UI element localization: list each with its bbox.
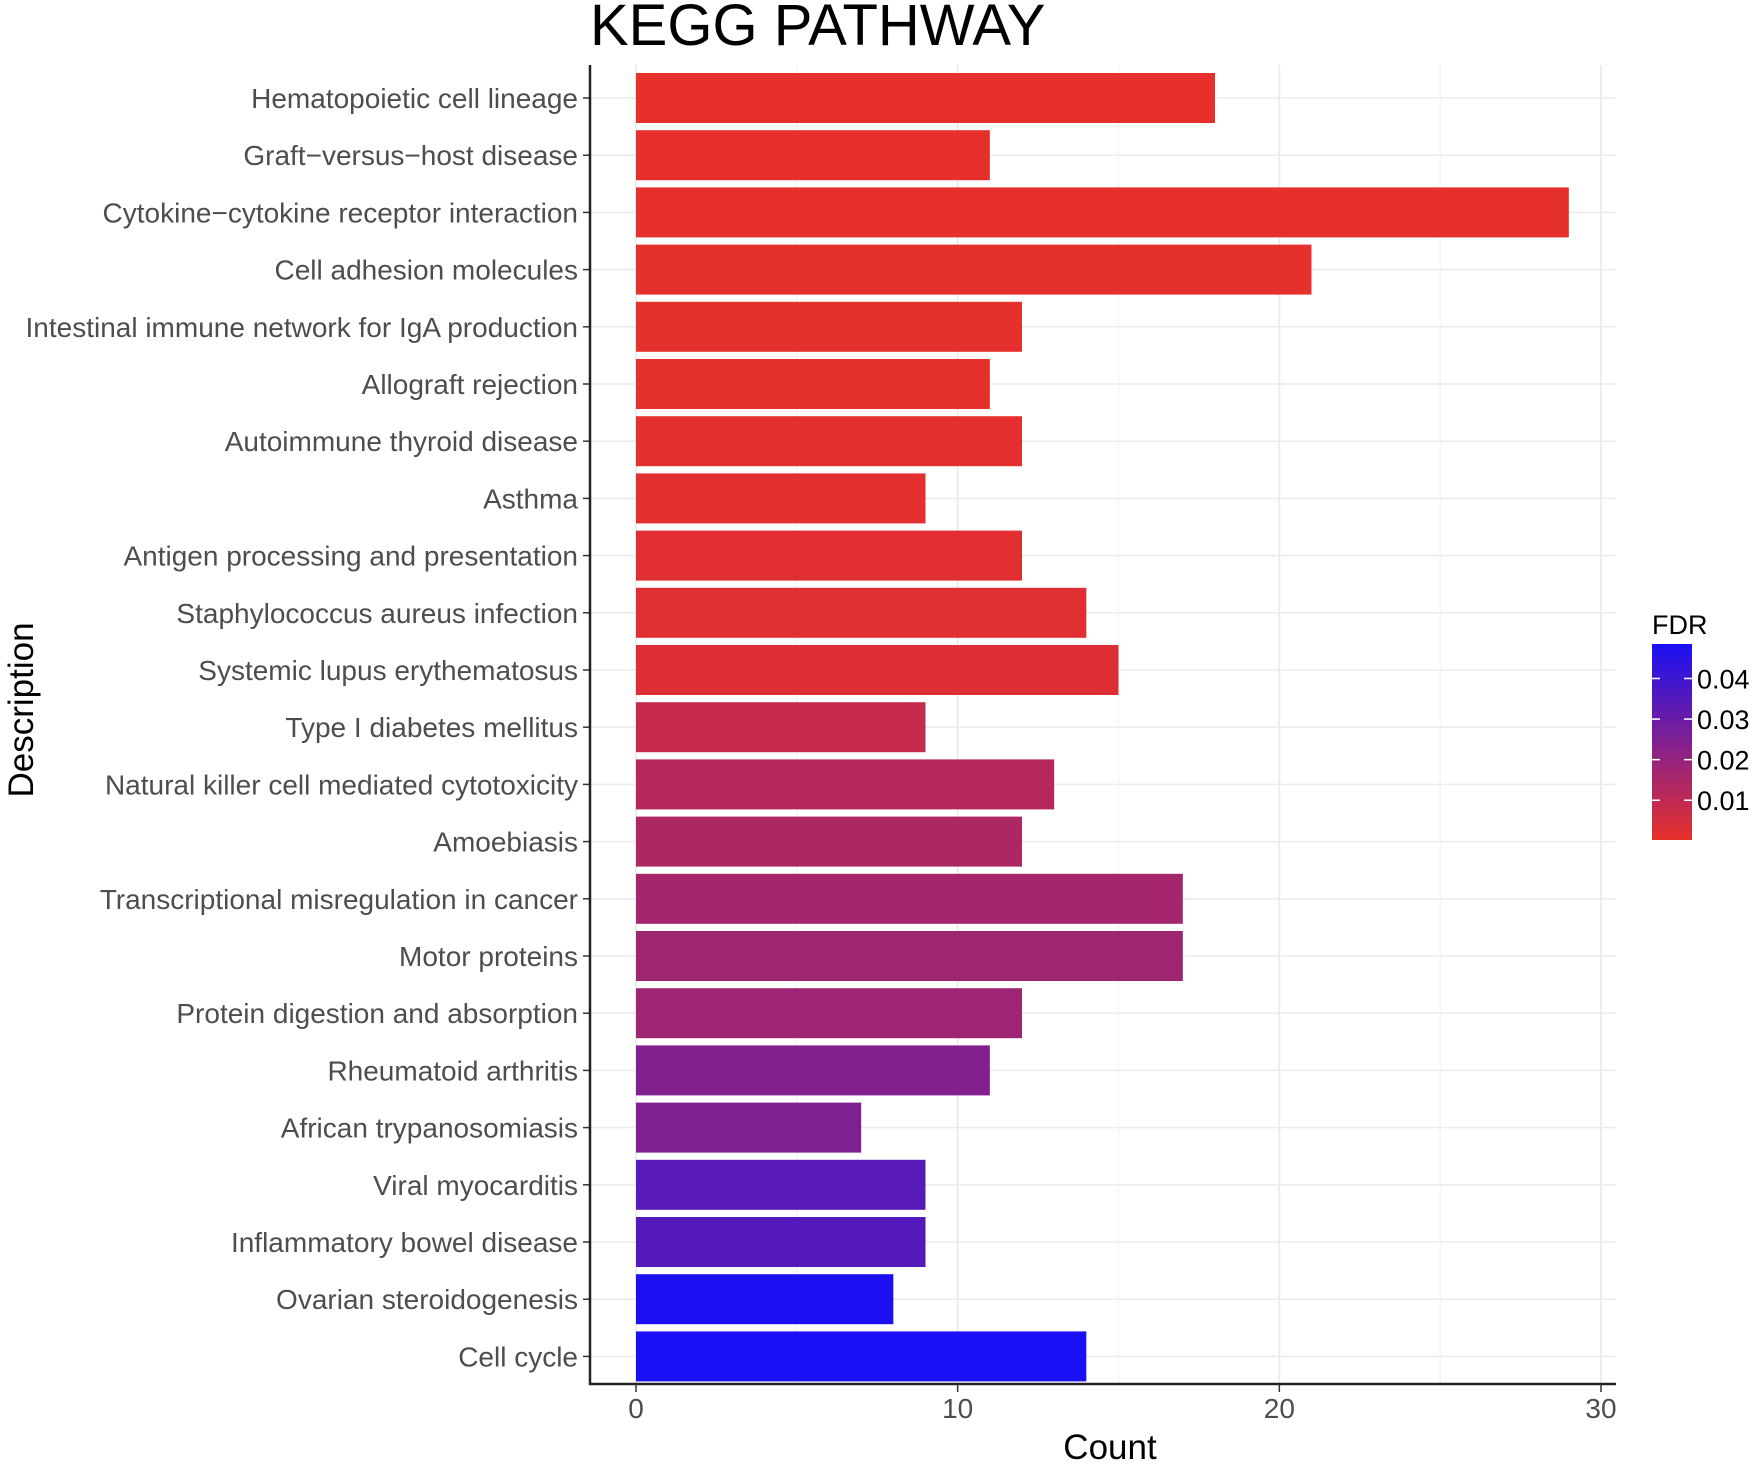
category-label: Ovarian steroidogenesis <box>276 1284 578 1315</box>
bar <box>636 645 1119 695</box>
category-label: Hematopoietic cell lineage <box>251 83 578 114</box>
category-label: Cell adhesion molecules <box>274 255 578 286</box>
bar <box>636 873 1183 924</box>
x-axis-title: Count <box>1063 1428 1157 1465</box>
bar <box>636 587 1087 638</box>
x-tick-label: 20 <box>1264 1393 1295 1424</box>
category-label: Graft−versus−host disease <box>243 140 578 171</box>
category-label: Antigen processing and presentation <box>123 541 578 572</box>
bar <box>636 530 1022 581</box>
legend-tick-label: 0.04 <box>1697 664 1750 694</box>
legend-tick-label: 0.02 <box>1697 746 1750 776</box>
bar <box>636 1159 926 1210</box>
category-labels: Hematopoietic cell lineage Graft−versus−h… <box>25 83 590 1372</box>
bar <box>636 1045 990 1096</box>
bar <box>636 702 926 753</box>
bar <box>636 1102 862 1153</box>
bar <box>636 301 1022 352</box>
bar <box>636 416 1022 467</box>
bar <box>636 1217 926 1267</box>
x-tick-label: 30 <box>1585 1393 1616 1424</box>
category-label: Transcriptional misregulation in cancer <box>100 884 578 915</box>
category-label: Allograft rejection <box>362 369 578 400</box>
category-label: African trypanosomiasis <box>281 1113 578 1144</box>
bar <box>636 1331 1087 1382</box>
category-label: Cytokine−cytokine receptor interaction <box>103 197 578 228</box>
x-axis-ticks: 0 10 20 30 <box>628 1384 1617 1424</box>
category-label: Protein digestion and absorption <box>176 998 578 1029</box>
bar <box>636 473 926 524</box>
category-label: Cell cycle <box>458 1341 578 1372</box>
category-label: Systemic lupus erythematosus <box>198 655 578 686</box>
bars <box>636 73 1569 1382</box>
legend-title: FDR <box>1652 610 1708 640</box>
bar <box>636 244 1312 295</box>
category-label: Amoebiasis <box>433 827 578 858</box>
category-label: Rheumatoid arthritis <box>327 1055 578 1086</box>
legend-tick-label: 0.01 <box>1697 786 1750 816</box>
legend-colorbar <box>1652 644 1692 840</box>
x-tick-label: 0 <box>628 1393 644 1424</box>
bar <box>636 931 1183 981</box>
bar <box>636 73 1215 123</box>
chart-title: KEGG PATHWAY <box>590 0 1045 58</box>
bar <box>636 759 1055 810</box>
category-label: Intestinal immune network for IgA produc… <box>25 312 578 343</box>
category-label: Natural killer cell mediated cytotoxicit… <box>105 769 578 800</box>
bar <box>636 187 1569 238</box>
legend-tick-label: 0.03 <box>1697 705 1750 735</box>
bar <box>636 359 990 409</box>
category-label: Type I diabetes mellitus <box>285 712 578 743</box>
category-label: Motor proteins <box>399 941 578 972</box>
bar <box>636 816 1022 867</box>
category-label: Inflammatory bowel disease <box>231 1227 578 1258</box>
legend-ticks: 0.01 0.02 0.03 0.04 <box>1652 664 1750 816</box>
category-label: Staphylococcus aureus infection <box>176 598 578 629</box>
category-label: Autoimmune thyroid disease <box>225 426 578 457</box>
bar <box>636 1274 894 1325</box>
category-label: Viral myocarditis <box>373 1170 578 1201</box>
bar <box>636 130 990 181</box>
category-label: Asthma <box>483 483 578 514</box>
y-axis-title: Description <box>2 622 41 797</box>
fdr-legend: FDR 0.01 0.02 0.03 0.04 <box>1652 610 1750 840</box>
bar <box>636 988 1022 1039</box>
x-tick-label: 10 <box>942 1393 973 1424</box>
